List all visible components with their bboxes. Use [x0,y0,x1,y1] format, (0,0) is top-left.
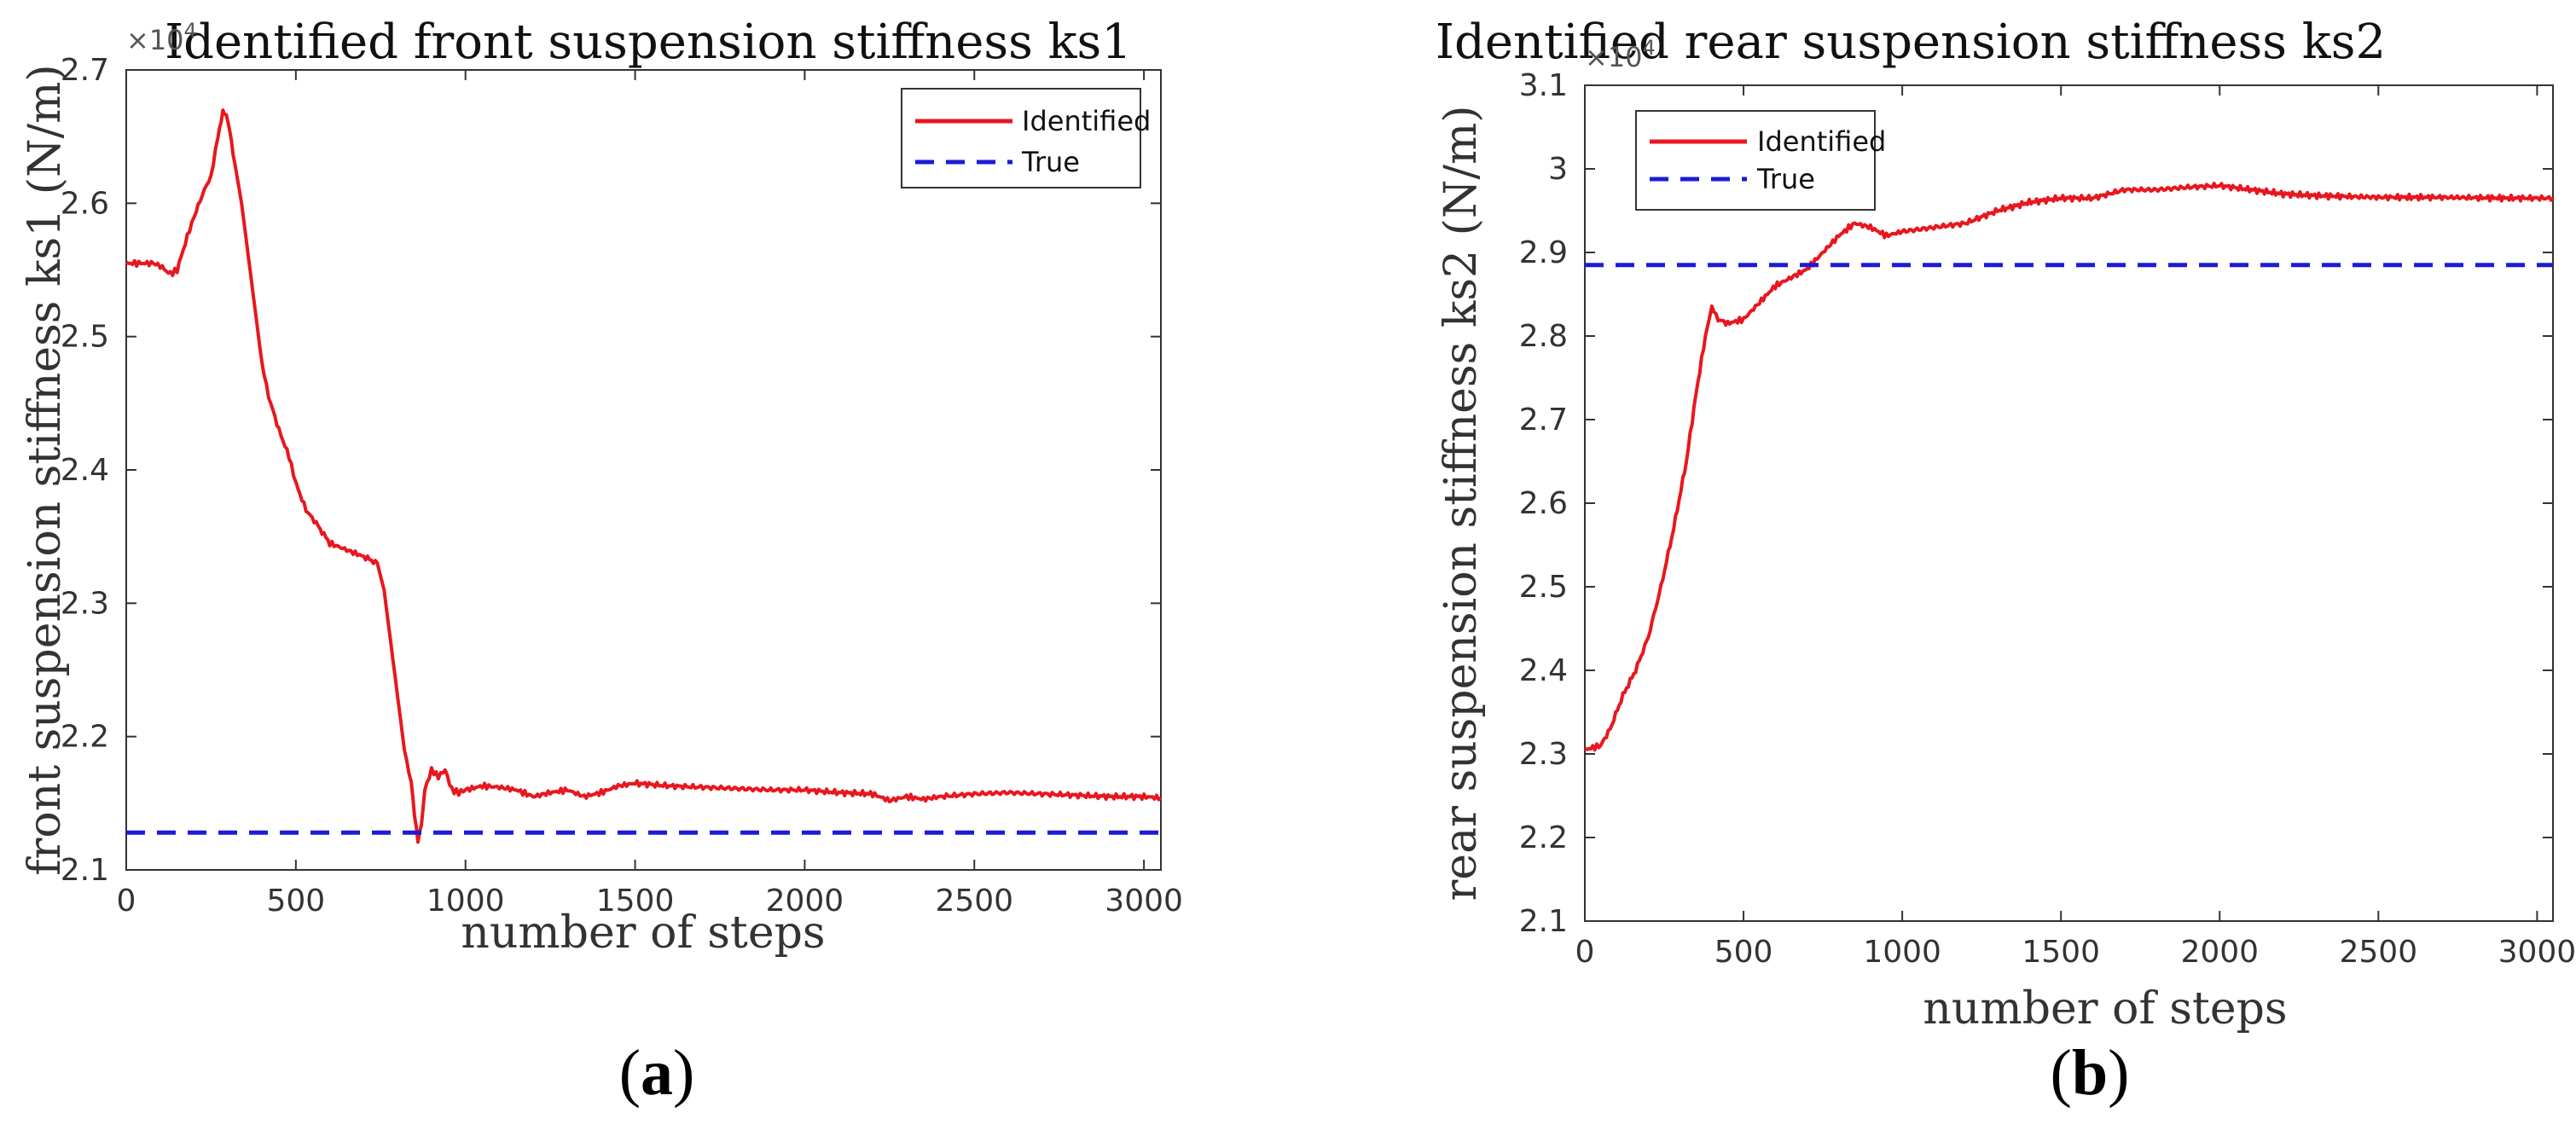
chart-a-identified-line [125,108,1163,844]
chart-b-title: Identified rear suspension stiffness ks2 [1436,14,2386,70]
chart-b-xtick-label: 500 [1714,935,1773,970]
chart-a-legend: Identified True [901,88,1151,188]
chart-a: Identified front suspension stiffness ks… [20,14,1183,1109]
chart-a-legend-box [901,88,1141,188]
chart-b-xtick-label: 2500 [2340,935,2418,970]
chart-a-ytick-label: 2.1 [61,853,109,888]
chart-b-ytick-label: 2.3 [1519,737,1568,772]
chart-b-plot-area [1584,84,2554,922]
chart-a-panel-label: (a) [619,1037,695,1109]
chart-b-xtick-label: 2000 [2180,935,2259,970]
chart-b-ytick-label: 2.1 [1519,904,1568,939]
chart-a-legend-identified-label: Identified [1022,105,1151,137]
chart-a-xtick-label: 0 [117,884,136,919]
chart-a-ytick-label: 2.4 [61,453,109,488]
chart-a-xtick-label: 1000 [426,884,505,919]
chart-b-ytick-label: 3.1 [1519,68,1568,103]
chart-b-legend-true-label: True [1756,163,1815,195]
chart-b-y-ticks: 2.1 2.2 2.3 2.4 2.5 2.6 2.7 2.8 2.9 3 3.1 [1519,68,2553,939]
chart-b-y-exponent: ×104 [1585,36,1656,73]
chart-b-ytick-label: 2.2 [1519,820,1568,855]
chart-b-legend-identified-label: Identified [1757,125,1886,158]
chart-b-xtick-label: 1500 [2022,935,2100,970]
chart-a-xtick-label: 3000 [1105,884,1183,919]
chart-b-xtick-label: 0 [1575,935,1595,970]
chart-a-x-ticks: 0 500 1000 1500 2000 2500 3000 [117,70,1183,919]
chart-a-legend-true-label: True [1021,146,1080,178]
chart-b-xtick-label: 1000 [1863,935,1941,970]
chart-b-ytick-label: 3 [1548,152,1568,187]
chart-b-x-ticks: 0 500 1000 1500 2000 2500 3000 [1575,85,2576,970]
chart-b-ytick-label: 2.4 [1519,653,1568,688]
chart-b-xlabel: number of steps [1923,983,2287,1035]
chart-a-ylabel: front suspension stiffness ks1 (N/m) [20,64,71,875]
chart-b-ytick-label: 2.6 [1519,486,1568,521]
chart-a-xtick-label: 1500 [596,884,675,919]
chart-b: Identified rear suspension stiffness ks2… [1436,14,2576,1109]
chart-b-legend: Identified True [1635,110,1886,211]
chart-a-ytick-label: 2.3 [61,586,109,621]
chart-a-xlabel: number of steps [461,907,825,959]
chart-b-ylabel: rear suspension stiffness ks2 (N/m) [1436,105,1487,901]
chart-b-legend-box [1635,110,1876,211]
chart-b-identified-line [1584,182,2555,752]
chart-a-ytick-label: 2.5 [61,320,109,355]
chart-a-xtick-label: 500 [266,884,325,919]
chart-a-ytick-label: 2.2 [61,720,109,755]
chart-b-panel-label: (b) [2051,1037,2130,1109]
chart-a-title: Identified front suspension stiffness ks… [165,14,1132,70]
chart-b-ytick-label: 2.5 [1519,570,1568,605]
chart-b-ytick-label: 2.8 [1519,319,1568,354]
chart-b-ytick-label: 2.9 [1519,235,1568,270]
chart-a-xtick-label: 2500 [935,884,1013,919]
chart-a-y-ticks: 2.1 2.2 2.3 2.4 2.5 2.6 2.7 [61,53,1161,888]
chart-a-xtick-label: 2000 [766,884,844,919]
chart-b-xtick-label: 3000 [2498,935,2576,970]
chart-a-ytick-label: 2.6 [61,186,109,221]
chart-a-y-exponent: ×104 [126,19,197,56]
chart-b-ytick-label: 2.7 [1519,403,1568,438]
chart-a-ytick-label: 2.7 [61,53,109,88]
chart-a-plot-area [125,69,1162,871]
